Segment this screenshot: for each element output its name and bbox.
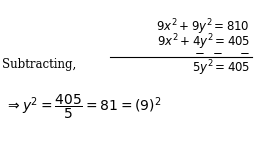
Text: $9x^2 + 4y^2 = 405$: $9x^2 + 4y^2 = 405$ [157, 32, 250, 52]
Text: $-\;\; -\;\;\;\; -$: $-\;\; -\;\;\;\; -$ [194, 45, 250, 58]
Text: $5y^2 = 405$: $5y^2 = 405$ [192, 58, 250, 78]
Text: $\Rightarrow y^2 = \dfrac{405}{5} = 81 = (9)^2$: $\Rightarrow y^2 = \dfrac{405}{5} = 81 =… [5, 93, 161, 121]
Text: $9x^2 + 9y^2 = 810$: $9x^2 + 9y^2 = 810$ [156, 17, 250, 37]
Text: Subtracting,: Subtracting, [2, 58, 76, 71]
